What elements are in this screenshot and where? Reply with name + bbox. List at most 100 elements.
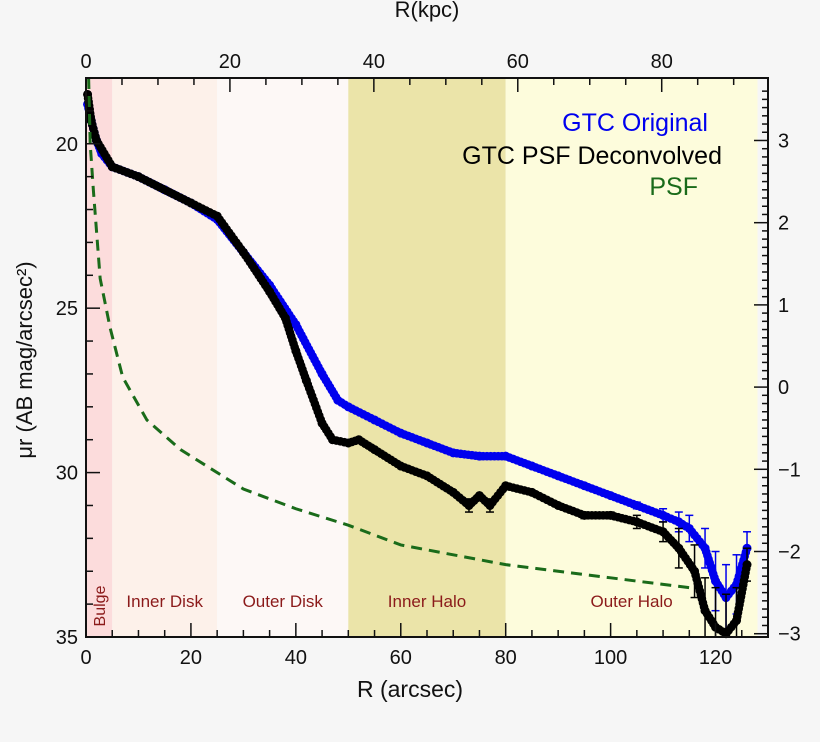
data-point (83, 89, 93, 99)
top-tick-label: 0 (80, 51, 91, 73)
x-tick-label: 120 (699, 647, 732, 669)
x-tick-label: 60 (390, 647, 412, 669)
data-point (91, 135, 101, 145)
y-tick-label: 25 (56, 298, 78, 320)
data-point (553, 500, 563, 510)
right-tick-label: −3 (778, 624, 801, 646)
data-point (501, 451, 511, 461)
data-point (370, 415, 380, 425)
series-layer (83, 77, 752, 639)
data-point (606, 491, 616, 501)
region-labels: Bulge Inner Disk Outer Disk Inner Halo Outer… (92, 585, 673, 626)
data-point (632, 517, 642, 527)
region-label: Inner Disk (126, 592, 203, 611)
data-point (333, 395, 343, 405)
data-point (690, 566, 700, 576)
data-point (186, 198, 196, 208)
data-point (474, 451, 484, 461)
data-point (343, 438, 353, 448)
data-point (700, 606, 710, 616)
data-point (212, 211, 222, 221)
top-tick-label: 40 (363, 51, 385, 73)
data-point (527, 487, 537, 497)
top-tick-label: 20 (219, 51, 241, 73)
series-gtc-psf-deconvolved (83, 89, 752, 639)
data-point (107, 162, 117, 172)
data-point (700, 543, 710, 553)
data-point (658, 510, 668, 520)
right-tick-label: 0 (778, 377, 789, 399)
region-outer-disk (217, 78, 349, 637)
data-point (485, 500, 495, 510)
data-point (674, 517, 684, 527)
data-point (721, 629, 731, 639)
data-point (301, 376, 311, 386)
x-tick-label: 40 (285, 647, 307, 669)
data-point (280, 313, 290, 323)
data-point (553, 471, 563, 481)
series-psf (87, 77, 690, 590)
region-inner-disk (112, 78, 218, 637)
region-label: Outer Halo (590, 592, 672, 611)
data-point (370, 445, 380, 455)
top-tick-label: 80 (651, 51, 673, 73)
right-tick-label: −2 (778, 542, 801, 564)
region-outer-halo (505, 78, 758, 637)
y-axis-label: μr (AB mag/arcsec²) (12, 261, 37, 458)
data-point (742, 560, 752, 570)
data-point (422, 438, 432, 448)
data-point (317, 418, 327, 428)
data-point (343, 402, 353, 412)
data-point (422, 471, 432, 481)
data-point (606, 510, 616, 520)
data-point (396, 461, 406, 471)
data-point (464, 500, 474, 510)
y-tick-label: 30 (56, 463, 78, 485)
data-point (684, 523, 694, 533)
legend-gtc-original: GTC Original (562, 109, 708, 137)
regions (86, 78, 758, 637)
data-point (265, 287, 275, 297)
data-point (448, 487, 458, 497)
right-tick-label: 1 (778, 295, 789, 317)
data-point (658, 527, 668, 537)
data-point (238, 247, 248, 257)
data-point (396, 428, 406, 438)
x-tick-label: 100 (594, 647, 627, 669)
data-point (527, 461, 537, 471)
right-tick-label: 2 (778, 213, 789, 235)
x-tick-label: 0 (80, 647, 91, 669)
x-tick-label: 20 (180, 647, 202, 669)
data-point (354, 435, 364, 445)
top-axis-label: R(kpc) (395, 0, 460, 22)
x-tick-label: 80 (495, 647, 517, 669)
top-tick-label: 60 (507, 51, 529, 73)
y-tick-label: 20 (56, 134, 78, 156)
legend: GTC Original GTC PSF Deconvolved PSF (462, 109, 722, 201)
legend-psf: PSF (649, 173, 698, 201)
data-point (579, 481, 589, 491)
right-tick-label: 3 (778, 130, 789, 152)
psf-line (87, 77, 690, 590)
region-label: Outer Disk (243, 592, 324, 611)
x-axis-label: R (arcsec) (357, 676, 463, 702)
right-tick-label: −1 (778, 459, 801, 481)
data-point (291, 346, 301, 356)
data-point (448, 448, 458, 458)
data-point (632, 500, 642, 510)
data-point (579, 510, 589, 520)
y-tick-label: 35 (56, 627, 78, 649)
data-point (474, 491, 484, 501)
region-inner-halo (348, 78, 506, 637)
data-point (317, 369, 327, 379)
data-point (328, 435, 338, 445)
data-point (732, 616, 742, 626)
data-point (674, 543, 684, 553)
ticks: 0 20 40 60 80 100 120 0 20 40 60 80 20 25 30 35 3 2 1 0 −1 −2… (56, 51, 801, 669)
data-point (291, 320, 301, 330)
region-label: Inner Halo (388, 592, 466, 611)
region-label: Bulge (92, 585, 109, 626)
data-point (501, 481, 511, 491)
region-bulge (86, 78, 113, 637)
